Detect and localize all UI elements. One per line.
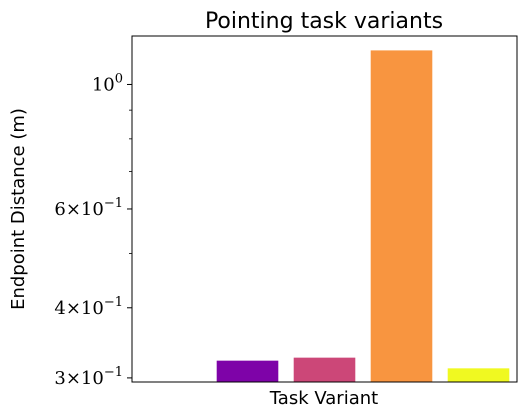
bars-group (216, 50, 510, 383)
y-tick-label: 6×10−1 (54, 196, 123, 220)
x-axis-label: Task Variant (269, 388, 378, 409)
bar-4 (370, 50, 433, 383)
chart-title: Pointing task variants (205, 9, 443, 34)
y-tick-label: 3×10−1 (54, 365, 123, 389)
bar-5 (447, 368, 510, 382)
plot-area-frame (131, 35, 518, 383)
y-tick-label: 4×10−1 (54, 295, 123, 319)
y-axis-label: Endpoint Distance (m) (8, 108, 29, 310)
bar-3 (293, 357, 356, 382)
bar-2 (216, 360, 279, 382)
y-ticks-group: 100 6×10−1 4×10−1 3×10−1 (54, 71, 132, 389)
y-tick-label: 100 (92, 71, 123, 95)
